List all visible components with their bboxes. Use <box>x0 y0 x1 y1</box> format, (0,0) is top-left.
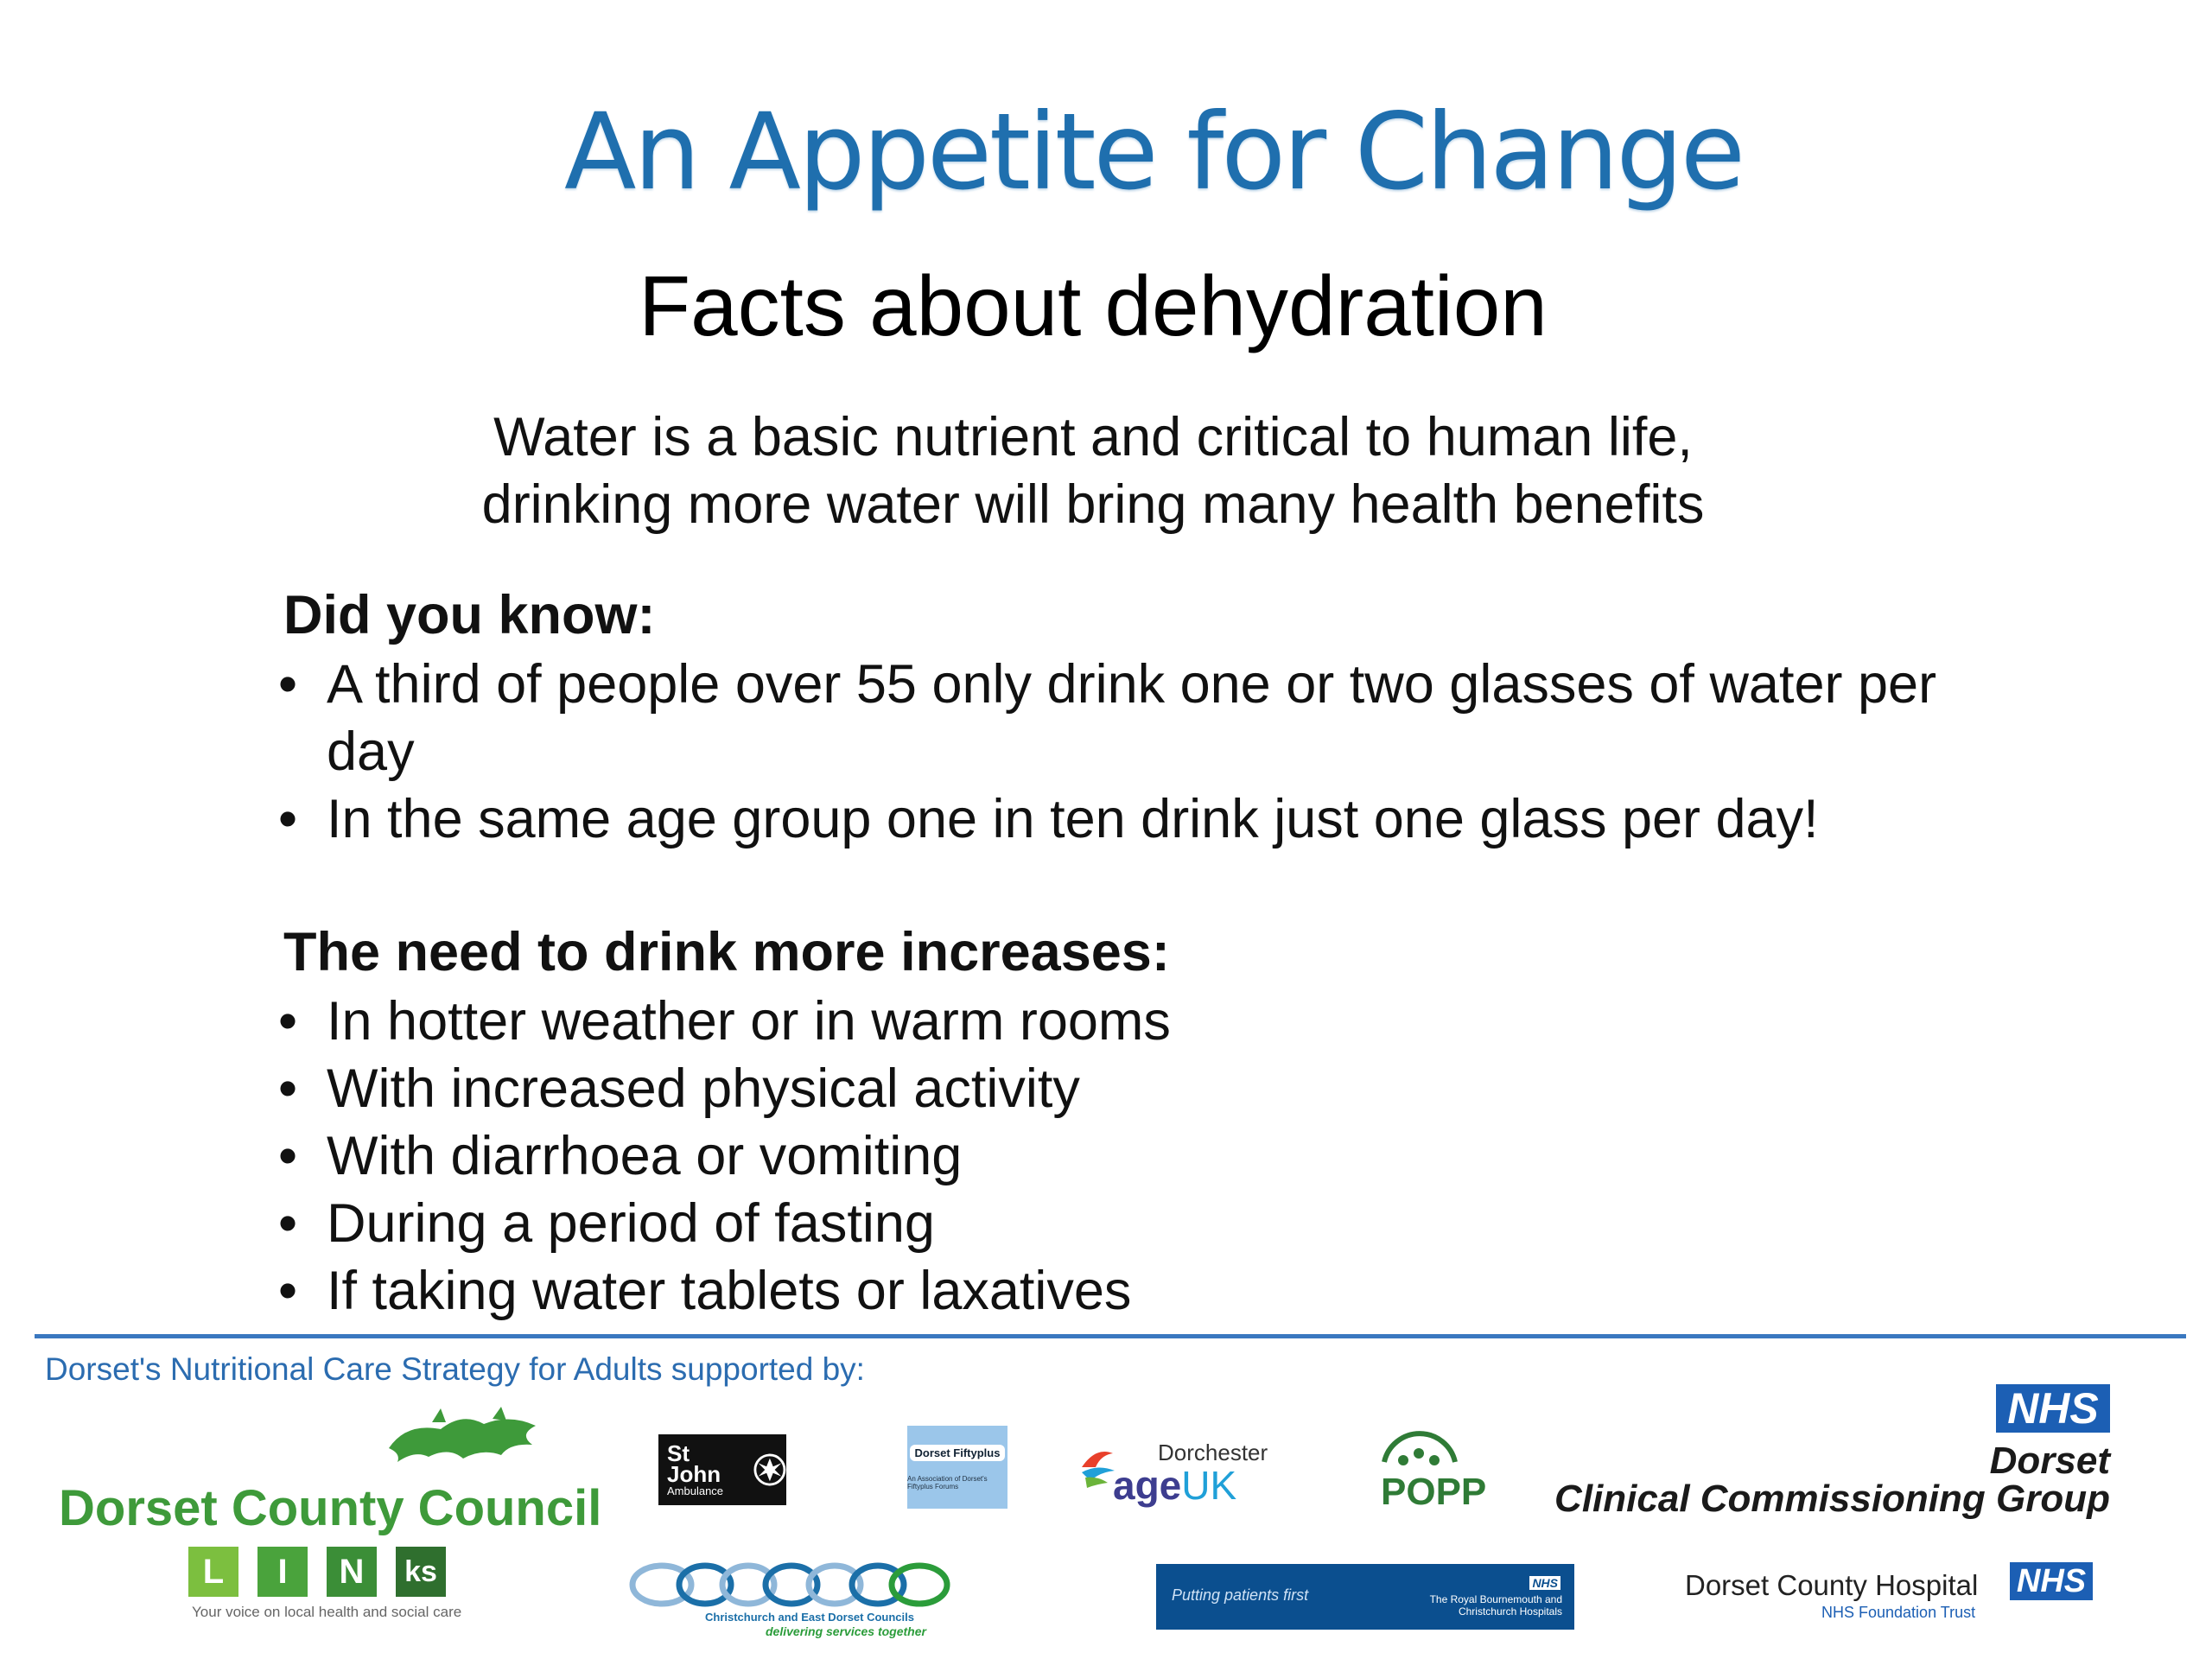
links-tile: I <box>257 1547 308 1597</box>
bullet-icon: • <box>278 1058 298 1119</box>
links-tagline: Your voice on local health and social ca… <box>192 1604 462 1620</box>
supported-by-text: Dorset's Nutritional Care Strategy for A… <box>45 1351 865 1387</box>
rbch-name: The Royal Bournemouth and Christchurch H… <box>1429 1593 1562 1618</box>
rbch-nhs-badge: NHS <box>1529 1576 1560 1590</box>
age-uk-swirl-icon <box>1082 1452 1115 1488</box>
age-uk-place: Dorchester <box>1158 1440 1268 1465</box>
dorset-county-council-logo: Dorset County Council <box>59 1480 602 1536</box>
popp-emblem-icon <box>1382 1431 1458 1465</box>
need-more-heading: The need to drink more increases: <box>283 922 1170 982</box>
bullet-icon: • <box>278 654 298 715</box>
need-text: If taking water tablets or laxatives <box>327 1261 1132 1321</box>
need-text: With increased physical activity <box>327 1058 1080 1119</box>
nhs-badge: NHS <box>1996 1384 2110 1433</box>
need-item: • During a period of fasting <box>278 1192 935 1255</box>
intro-line-2: drinking more water will bring many heal… <box>481 474 1705 535</box>
bullet-icon: • <box>278 1193 298 1254</box>
need-text: In hotter weather or in warm rooms <box>327 991 1171 1052</box>
dorset-county-hospital-name: Dorset County Hospital <box>1685 1569 1979 1601</box>
ccg-name-text: Clinical Commissioning Group <box>1554 1478 2110 1520</box>
need-item: • With diarrhoea or vomiting <box>278 1125 962 1187</box>
maltese-cross-icon <box>753 1453 786 1486</box>
links-tile: ks <box>396 1547 446 1597</box>
fact-text: day <box>327 721 415 782</box>
age-uk-wordmark: ageUK <box>1113 1462 1236 1509</box>
fact-text: A third of people over 55 only drink one… <box>327 654 1937 715</box>
rbch-tagline: Putting patients first <box>1172 1586 1309 1604</box>
footer-divider <box>35 1334 2186 1338</box>
need-item: • With increased physical activity <box>278 1058 1080 1120</box>
dorchester-age-uk-logo: Dorchester ageUK <box>1078 1431 1279 1517</box>
age-uk-uk: UK <box>1181 1463 1237 1508</box>
st-john-sub: Ambulance <box>667 1484 724 1497</box>
bullet-icon: • <box>278 1261 298 1321</box>
fact-text: In the same age group one in ten drink j… <box>327 789 1819 849</box>
christchurch-line2: delivering services together <box>766 1624 926 1638</box>
links-logo: L I N ks <box>188 1547 446 1597</box>
fiftyplus-sub: An Association of Dorset's Fiftyplus For… <box>907 1474 988 1491</box>
bullet-icon: • <box>278 789 298 849</box>
dorset-lion-icon <box>389 1407 536 1462</box>
dch-nhs-badge: NHS <box>2010 1562 2093 1600</box>
links-tile: N <box>327 1547 377 1597</box>
fact-item-1: • A third of people over 55 only drink o… <box>278 653 1936 715</box>
st-john-ambulance-logo: St John Ambulance <box>658 1434 786 1505</box>
popp-name: POPP <box>1381 1471 1487 1513</box>
christchurch-east-dorset-logo: Christchurch and East Dorset Councils de… <box>627 1559 957 1643</box>
dch-trust-text: NHS Foundation Trust <box>1821 1604 1976 1621</box>
fiftyplus-name: Dorset Fiftyplus <box>909 1444 1006 1461</box>
need-text: During a period of fasting <box>327 1193 935 1254</box>
intro-line-1: Water is a basic nutrient and critical t… <box>493 407 1693 467</box>
bullet-icon: • <box>278 1126 298 1186</box>
dorset-fiftyplus-logo: Dorset Fiftyplus An Association of Dorse… <box>907 1426 1007 1509</box>
christchurch-line1: Christchurch and East Dorset Councils <box>705 1611 914 1624</box>
need-text: With diarrhoea or vomiting <box>327 1126 963 1186</box>
ccg-dorset-text: Dorset <box>1989 1440 2110 1482</box>
royal-bournemouth-logo: Putting patients first NHS The Royal Bou… <box>1156 1564 1574 1630</box>
need-item: • In hotter weather or in warm rooms <box>278 990 1171 1052</box>
fact-item-2: • In the same age group one in ten drink… <box>278 788 1819 850</box>
chain-links-icon <box>629 1562 950 1607</box>
brand-title: An Appetite for Change <box>564 91 1745 213</box>
page-title: Facts about dehydration <box>639 258 1548 353</box>
did-you-know-heading: Did you know: <box>283 585 656 645</box>
need-item: • If taking water tablets or laxatives <box>278 1260 1131 1322</box>
links-tile: L <box>188 1547 238 1597</box>
st-john-name: St John <box>667 1440 721 1487</box>
popp-logo: POPP <box>1365 1417 1486 1524</box>
age-uk-age: age <box>1113 1463 1182 1508</box>
bullet-icon: • <box>278 991 298 1052</box>
fact-item-1-continued: day <box>327 721 415 783</box>
